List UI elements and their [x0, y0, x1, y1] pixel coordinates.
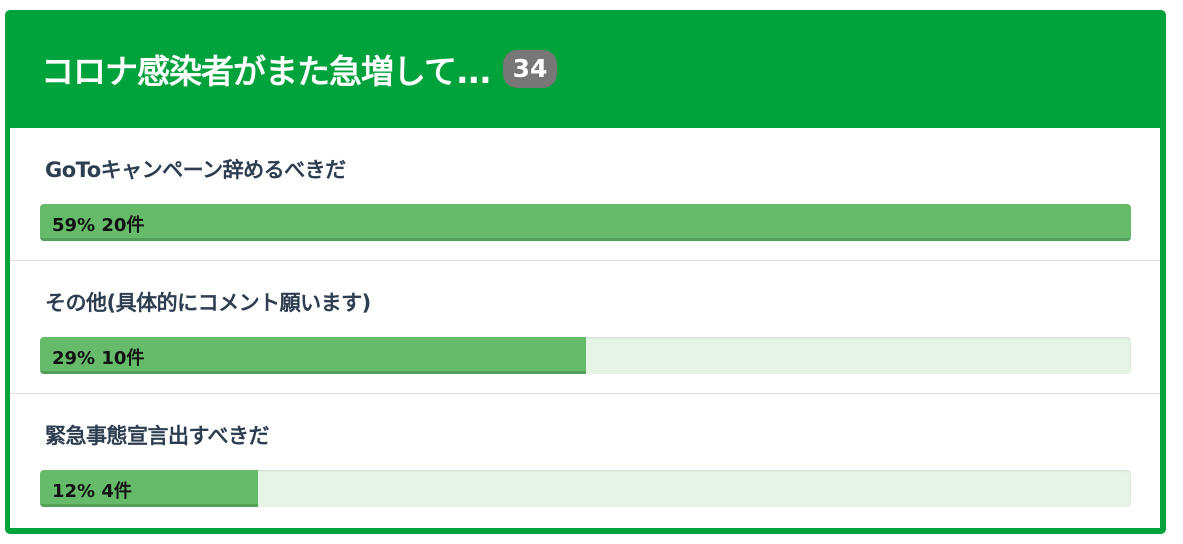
poll-title: コロナ感染者がまた急増して...	[41, 52, 492, 91]
poll-options: GoToキャンペーン辞めるべきだ 59% 20件 その他(具体的にコメント願いま…	[10, 128, 1160, 528]
poll-panel: コロナ感染者がまた急増して... 34 GoToキャンペーン辞めるべきだ 59%…	[5, 10, 1166, 534]
poll-option[interactable]: GoToキャンペーン辞めるべきだ 59% 20件	[10, 128, 1160, 261]
result-text: 12% 4件	[52, 481, 132, 502]
result-bar-fill: 29% 10件	[40, 337, 586, 374]
result-bar: 12% 4件	[40, 470, 1131, 507]
result-bar-fill: 59% 20件	[40, 204, 1131, 241]
result-bar-fill: 12% 4件	[40, 470, 259, 507]
option-label: GoToキャンペーン辞めるべきだ	[45, 158, 346, 182]
option-label: 緊急事態宣言出すべきだ	[45, 424, 270, 448]
poll-header: コロナ感染者がまた急増して... 34	[5, 10, 1166, 128]
result-bar: 29% 10件	[40, 337, 1131, 374]
poll-option[interactable]: 緊急事態宣言出すべきだ 12% 4件	[10, 394, 1160, 527]
vote-count-badge: 34	[502, 50, 558, 88]
poll-option[interactable]: その他(具体的にコメント願います) 29% 10件	[10, 261, 1160, 394]
option-label: その他(具体的にコメント願います)	[45, 291, 371, 315]
result-text: 29% 10件	[52, 348, 145, 369]
result-bar: 59% 20件	[40, 204, 1131, 241]
result-text: 59% 20件	[52, 215, 145, 236]
